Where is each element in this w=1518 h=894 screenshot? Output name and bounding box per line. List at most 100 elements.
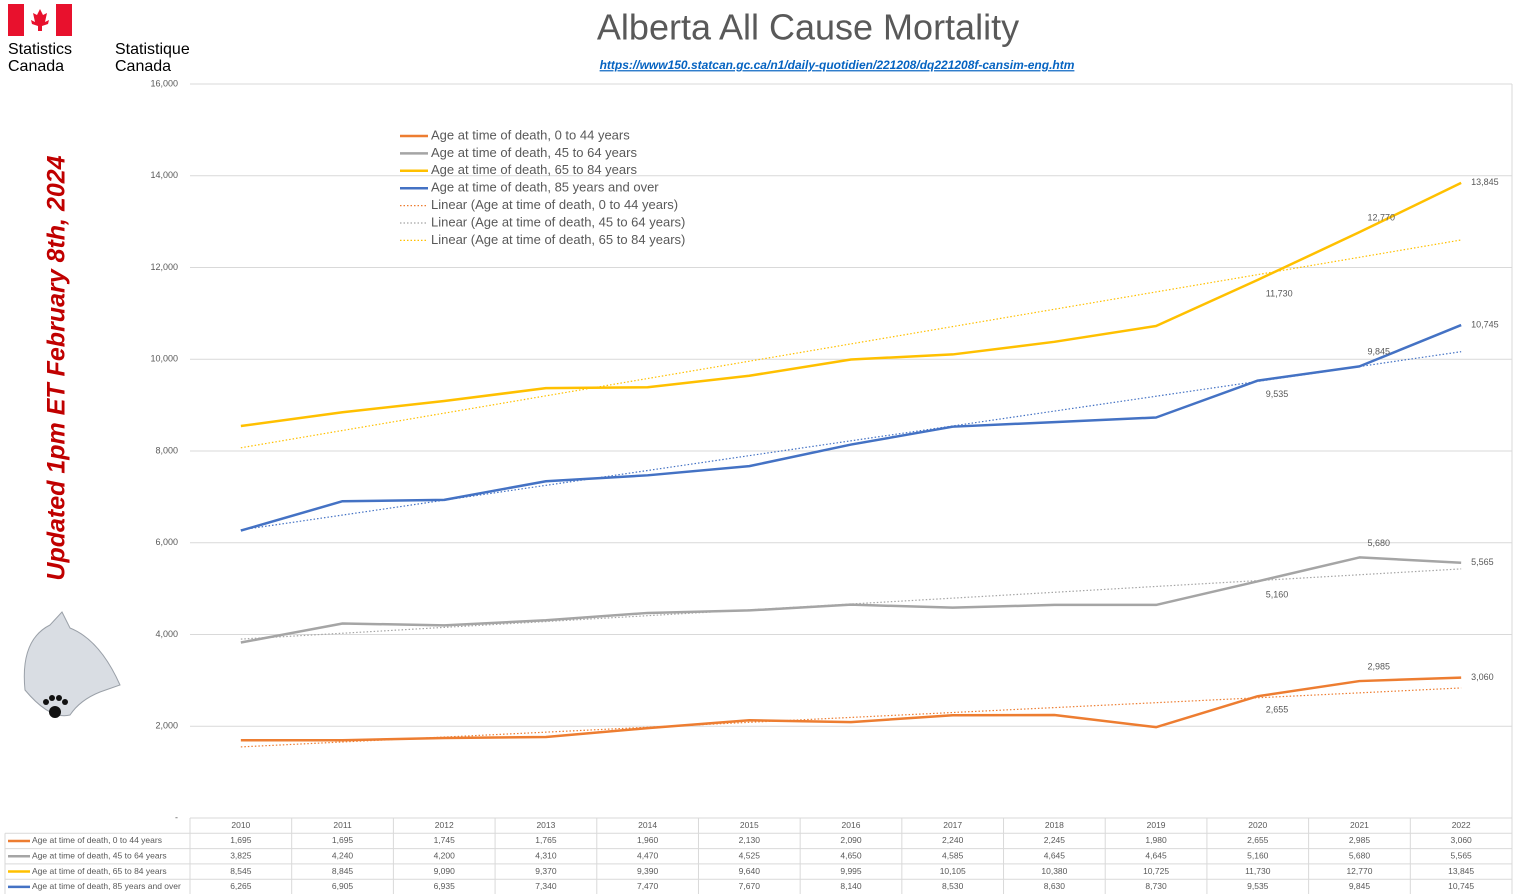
legend-label: Age at time of death, 45 to 64 years [431,145,637,160]
table-cell: 8,630 [1044,881,1066,891]
table-cell: 4,310 [535,851,557,861]
table-row-label: Age at time of death, 0 to 44 years [32,835,162,845]
data-label: 5,160 [1266,590,1289,600]
table-row-label: Age at time of death, 65 to 84 years [32,866,167,876]
table-cell: 8,140 [840,881,862,891]
data-label: 9,845 [1367,347,1390,357]
chart-title: Alberta All Cause Mortality [597,7,1019,48]
table-cell: 2,245 [1044,835,1066,845]
series-line [240,556,1462,644]
series-line [240,323,1462,532]
y-tick-label: 14,000 [150,170,178,180]
table-cell: 9,640 [739,866,761,876]
table-cell: 1,695 [332,835,354,845]
y-tick-label: 6,000 [155,537,178,547]
table-cell: 8,545 [230,866,252,876]
table-cell: 1,960 [637,835,659,845]
series-line [240,181,1462,428]
table-cell: 1,745 [434,835,456,845]
table-cell: 4,525 [739,851,761,861]
table-cell: 2,655 [1247,835,1269,845]
table-cell: 5,160 [1247,851,1269,861]
table-cell: 6,265 [230,881,252,891]
table-cell: 10,725 [1143,866,1169,876]
series-line [240,676,1462,742]
x-tick-label: 2010 [231,820,250,830]
x-tick-label: 2014 [638,820,657,830]
update-note: Updated 1pm ET February 8th, 2024 [43,155,71,580]
table-cell: 4,200 [434,851,456,861]
table-cell: 2,985 [1349,835,1371,845]
table-cell: 4,240 [332,851,354,861]
y-tick-label: - [175,812,178,822]
table-cell: 1,980 [1145,835,1167,845]
x-tick-label: 2018 [1045,820,1064,830]
table-cell: 4,645 [1044,851,1066,861]
data-label: 2,655 [1266,705,1289,715]
table-cell: 7,340 [535,881,557,891]
table-cell: 1,695 [230,835,252,845]
legend-label: Linear (Age at time of death, 65 to 84 y… [431,232,685,247]
logo-text: Statistique [115,41,190,58]
table-cell: 7,470 [637,881,659,891]
table-cell: 9,370 [535,866,557,876]
table-cell: 3,825 [230,851,252,861]
table-cell: 4,470 [637,851,659,861]
table-cell: 2,240 [942,835,964,845]
y-tick-label: 12,000 [150,262,178,272]
x-tick-label: 2013 [536,820,555,830]
y-tick-label: 4,000 [155,629,178,639]
data-label: 12,770 [1367,213,1395,223]
data-label: 5,680 [1367,538,1390,548]
legend-label: Age at time of death, 65 to 84 years [431,162,637,177]
data-label: 9,535 [1266,389,1289,399]
legend-label: Age at time of death, 0 to 44 years [431,127,630,142]
table-cell: 10,745 [1448,881,1474,891]
trend-line [240,351,1462,531]
x-tick-label: 2021 [1350,820,1369,830]
logo-text: Canada [8,58,64,75]
table-cell: 6,935 [434,881,456,891]
legend-label: Linear (Age at time of death, 0 to 44 ye… [431,197,678,212]
logo-text: Canada [115,58,171,75]
table-cell: 2,130 [739,835,761,845]
table-row-label: Age at time of death, 85 years and over [32,881,181,891]
x-tick-label: 2020 [1248,820,1267,830]
logo-text: Statistics [8,41,72,58]
table-cell: 6,905 [332,881,354,891]
source-link[interactable]: https://www150.statcan.gc.ca/n1/daily-qu… [600,58,1075,72]
wolf-logo [23,611,121,718]
table-cell: 12,770 [1346,866,1372,876]
x-tick-label: 2017 [943,820,962,830]
x-tick-label: 2022 [1452,820,1471,830]
y-tick-label: 16,000 [150,78,178,88]
table-row-label: Age at time of death, 45 to 64 years [32,851,167,861]
table-cell: 3,060 [1451,835,1473,845]
table-cell: 4,650 [840,851,862,861]
table-cell: 4,585 [942,851,964,861]
data-label: 3,060 [1471,672,1494,682]
table-cell: 13,845 [1448,866,1474,876]
x-tick-label: 2015 [740,820,759,830]
canada-flag [8,4,72,36]
table-cell: 2,090 [840,835,862,845]
table-cell: 9,995 [840,866,862,876]
table-cell: 5,565 [1451,851,1473,861]
y-tick-label: 10,000 [150,354,178,364]
table-cell: 9,090 [434,866,456,876]
data-label: 13,845 [1471,177,1499,187]
table-cell: 1,765 [535,835,557,845]
data-label: 11,730 [1266,288,1293,298]
table-cell: 8,530 [942,881,964,891]
table-cell: 4,645 [1145,851,1167,861]
table-cell: 9,390 [637,866,659,876]
y-tick-label: 2,000 [155,721,178,731]
data-label: 5,565 [1471,557,1494,567]
data-label: 10,745 [1471,319,1499,329]
x-tick-label: 2011 [333,820,352,830]
table-cell: 10,380 [1041,866,1067,876]
x-tick-label: 2012 [435,820,454,830]
table-cell: 8,845 [332,866,354,876]
